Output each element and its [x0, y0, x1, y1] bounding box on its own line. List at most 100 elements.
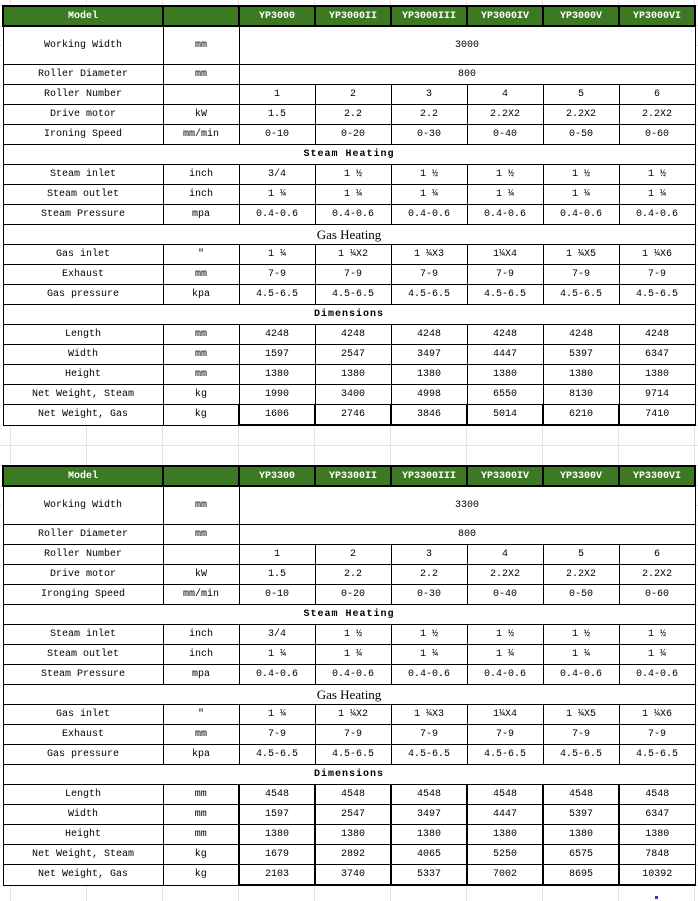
- spec-unit: mm: [162, 485, 240, 525]
- spec-unit: mm: [162, 344, 240, 365]
- spec-value: 7-9: [542, 724, 620, 745]
- spec-label: Steam outlet: [2, 644, 164, 665]
- spec-value: 4: [466, 544, 544, 565]
- spec-row-steam-pressure: Steam Pressure mpa 0.4-0.6 0.4-0.6 0.4-0.6 0.…: [2, 664, 696, 685]
- header-model-yp3300vi: YP3300VI: [618, 465, 696, 487]
- spec-value: 4.5-6.5: [314, 284, 392, 305]
- section-row-steam-heating: Steam Heating: [2, 604, 696, 625]
- spec-value: 4.5-6.5: [618, 284, 696, 305]
- spec-value: 1 ¼: [542, 644, 620, 665]
- spec-label: Roller Number: [2, 544, 164, 565]
- spec-value: 2: [314, 544, 392, 565]
- spec-value: 1 ¼: [238, 244, 316, 265]
- spec-label: Length: [2, 784, 164, 805]
- spec-row-working-width: Working Width mm 3300: [2, 485, 696, 525]
- spec-row-roller-number: Roller Number 1 2 3 4 5 6: [2, 544, 696, 565]
- spec-value: 800: [238, 524, 696, 545]
- spec-value: 0.4-0.6: [542, 664, 620, 685]
- spec-label: Steam inlet: [2, 164, 164, 185]
- spec-value: 3000: [238, 25, 696, 65]
- spec-value: 5250: [466, 844, 544, 865]
- section-row-gas-heating: Gas Heating: [2, 224, 696, 245]
- spec-value: 1606: [238, 404, 316, 426]
- spec-label: Steam Pressure: [2, 664, 164, 685]
- spec-value: 6: [618, 84, 696, 105]
- spec-value: 1 ¼: [238, 644, 316, 665]
- header-model-yp3300ii: YP3300II: [314, 465, 392, 487]
- spec-value: 4.5-6.5: [542, 744, 620, 765]
- spec-unit: inch: [162, 184, 240, 205]
- spec-value: 4248: [390, 324, 468, 345]
- spec-value: 4548: [542, 784, 620, 805]
- spec-value: 1.5: [238, 564, 316, 585]
- spec-label: Net Weight, Steam: [2, 844, 164, 865]
- spec-value: 1597: [238, 804, 316, 825]
- spec-row-width: Width mm 1597 2547 3497 4447 5397 6347: [2, 344, 696, 365]
- spec-value: 3/4: [238, 624, 316, 645]
- header-model-yp3300iv: YP3300IV: [466, 465, 544, 487]
- spec-value: 1 ¼: [238, 184, 316, 205]
- spec-label: Steam outlet: [2, 184, 164, 205]
- spec-value: 3497: [390, 344, 468, 365]
- spec-label: Net Weight, Steam: [2, 384, 164, 405]
- spec-value: 1 ¼X2: [314, 704, 392, 725]
- spec-unit: mm: [162, 724, 240, 745]
- spec-row-length: Length mm 4548 4548 4548 4548 4548 4548: [2, 784, 696, 805]
- spec-unit: mm: [162, 324, 240, 345]
- spec-value: 0-20: [314, 124, 392, 145]
- spec-value: 0.4-0.6: [466, 204, 544, 225]
- spec-unit: [162, 84, 240, 105]
- spec-value: 6550: [466, 384, 544, 405]
- spec-value: 2.2X2: [618, 104, 696, 125]
- spec-value: 1: [238, 84, 316, 105]
- spec-row-net-weight-gas: Net Weight, Gas kg 2103 3740 5337 7002 8695 103…: [2, 864, 696, 886]
- spec-value: 2892: [314, 844, 392, 865]
- spec-value: 0-10: [238, 124, 316, 145]
- spec-value: 5: [542, 544, 620, 565]
- spec-value: 1 ½: [466, 624, 544, 645]
- spec-value: 1 ¼X5: [542, 244, 620, 265]
- header-model-yp3000iv: YP3000IV: [466, 5, 544, 27]
- spec-row-width: Width mm 1597 2547 3497 4447 5397 6347: [2, 804, 696, 825]
- spec-value: 1380: [238, 364, 316, 385]
- spec-value: 4548: [314, 784, 392, 805]
- spec-unit: kW: [162, 564, 240, 585]
- spec-value: 9714: [618, 384, 696, 405]
- spec-value: 4.5-6.5: [466, 284, 544, 305]
- spec-unit: kpa: [162, 284, 240, 305]
- spec-value: 2.2: [314, 104, 392, 125]
- spec-value: 4.5-6.5: [238, 284, 316, 305]
- spec-label: Gas inlet: [2, 244, 164, 265]
- spec-value: 1380: [390, 824, 468, 845]
- spec-value: 7-9: [618, 724, 696, 745]
- spec-value: 4.5-6.5: [238, 744, 316, 765]
- spec-value: 1 ½: [390, 164, 468, 185]
- spec-value: 1 ¼: [238, 704, 316, 725]
- spec-value: 4248: [314, 324, 392, 345]
- spec-value: 0-20: [314, 584, 392, 605]
- spec-value: 0-30: [390, 124, 468, 145]
- spec-value: 1380: [390, 364, 468, 385]
- spec-value: 5: [542, 84, 620, 105]
- spec-value: 7-9: [466, 264, 544, 285]
- spec-value: 6347: [618, 804, 696, 825]
- spec-value: 1¼X4: [466, 704, 544, 725]
- spec-value: 0-50: [542, 584, 620, 605]
- spec-unit: ": [162, 704, 240, 725]
- header-model-yp3300iii: YP3300III: [390, 465, 468, 487]
- spec-value: 7-9: [542, 264, 620, 285]
- spec-unit: kW: [162, 104, 240, 125]
- spec-value: 7410: [618, 404, 696, 426]
- spec-value: 6210: [542, 404, 620, 426]
- spec-value: 7-9: [466, 724, 544, 745]
- spec-value: 2.2: [314, 564, 392, 585]
- spec-value: 0-60: [618, 584, 696, 605]
- spec-value: 4.5-6.5: [542, 284, 620, 305]
- spec-value: 3/4: [238, 164, 316, 185]
- spec-value: 0.4-0.6: [314, 664, 392, 685]
- spec-value: 6: [618, 544, 696, 565]
